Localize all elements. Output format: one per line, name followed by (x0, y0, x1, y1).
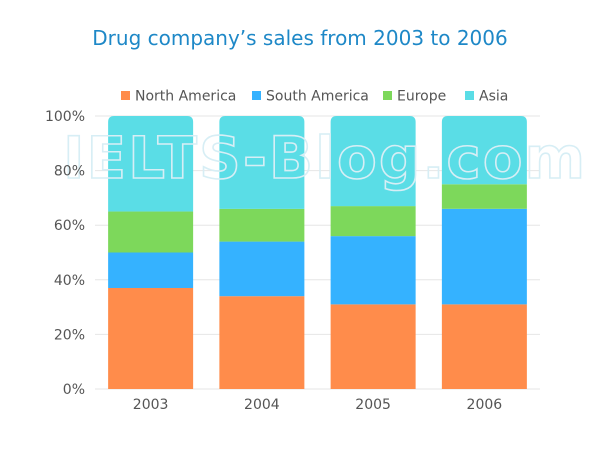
legend-item-europe: Europe (383, 89, 446, 105)
legend-label: South America (266, 89, 369, 105)
bar-segment-europe (219, 208, 305, 242)
x-tick-label: 2005 (355, 397, 391, 413)
legend-label: North America (135, 89, 236, 105)
chart-title: Drug company’s sales from 2003 to 2006 (92, 26, 507, 50)
legend-swatch (465, 91, 474, 100)
y-tick-label: 100% (45, 109, 85, 125)
bar-segment-europe (330, 206, 416, 237)
bar-segment-asia (441, 116, 527, 185)
y-tick-label: 20% (54, 327, 85, 343)
x-tick-label: 2006 (467, 397, 503, 413)
bar-segment-south-america (330, 236, 416, 305)
bar-segment-europe (441, 184, 527, 209)
watermark: IELTS-Blog.com (63, 124, 587, 192)
legend-label: Asia (479, 89, 508, 105)
x-axis: 2003 2004 2005 2006 (133, 397, 502, 413)
legend: North America South America Europe Asia (121, 89, 508, 105)
legend-label: Europe (397, 89, 446, 105)
legend-swatch (121, 91, 130, 100)
watermark-layer: IELTS-Blog.com (62, 123, 587, 193)
y-tick-label: 40% (54, 273, 85, 289)
bar-segment-north-america (330, 304, 416, 389)
bars (108, 116, 527, 389)
y-tick-label: 60% (54, 218, 85, 234)
bar-segment-asia (219, 116, 305, 209)
legend-item-north-america: North America (121, 89, 236, 105)
bar-segment-north-america (441, 304, 527, 389)
bar-segment-europe (108, 211, 194, 253)
y-tick-label: 80% (54, 164, 85, 180)
bar-segment-south-america (108, 252, 194, 288)
y-tick-label: 0% (63, 382, 85, 398)
legend-swatch (252, 91, 261, 100)
bar-segment-south-america (219, 241, 305, 297)
legend-item-asia: Asia (465, 89, 508, 105)
legend-swatch (383, 91, 392, 100)
y-axis: 0% 20% 40% 60% 80% 100% (45, 109, 85, 398)
legend-item-south-america: South America (252, 89, 369, 105)
bar-segment-south-america (441, 208, 527, 305)
bar-segment-asia (330, 116, 416, 207)
x-tick-label: 2004 (244, 397, 280, 413)
x-tick-label: 2003 (133, 397, 169, 413)
bar-segment-north-america (108, 287, 194, 389)
bar-segment-north-america (219, 296, 305, 389)
bar-segment-asia (108, 116, 194, 212)
